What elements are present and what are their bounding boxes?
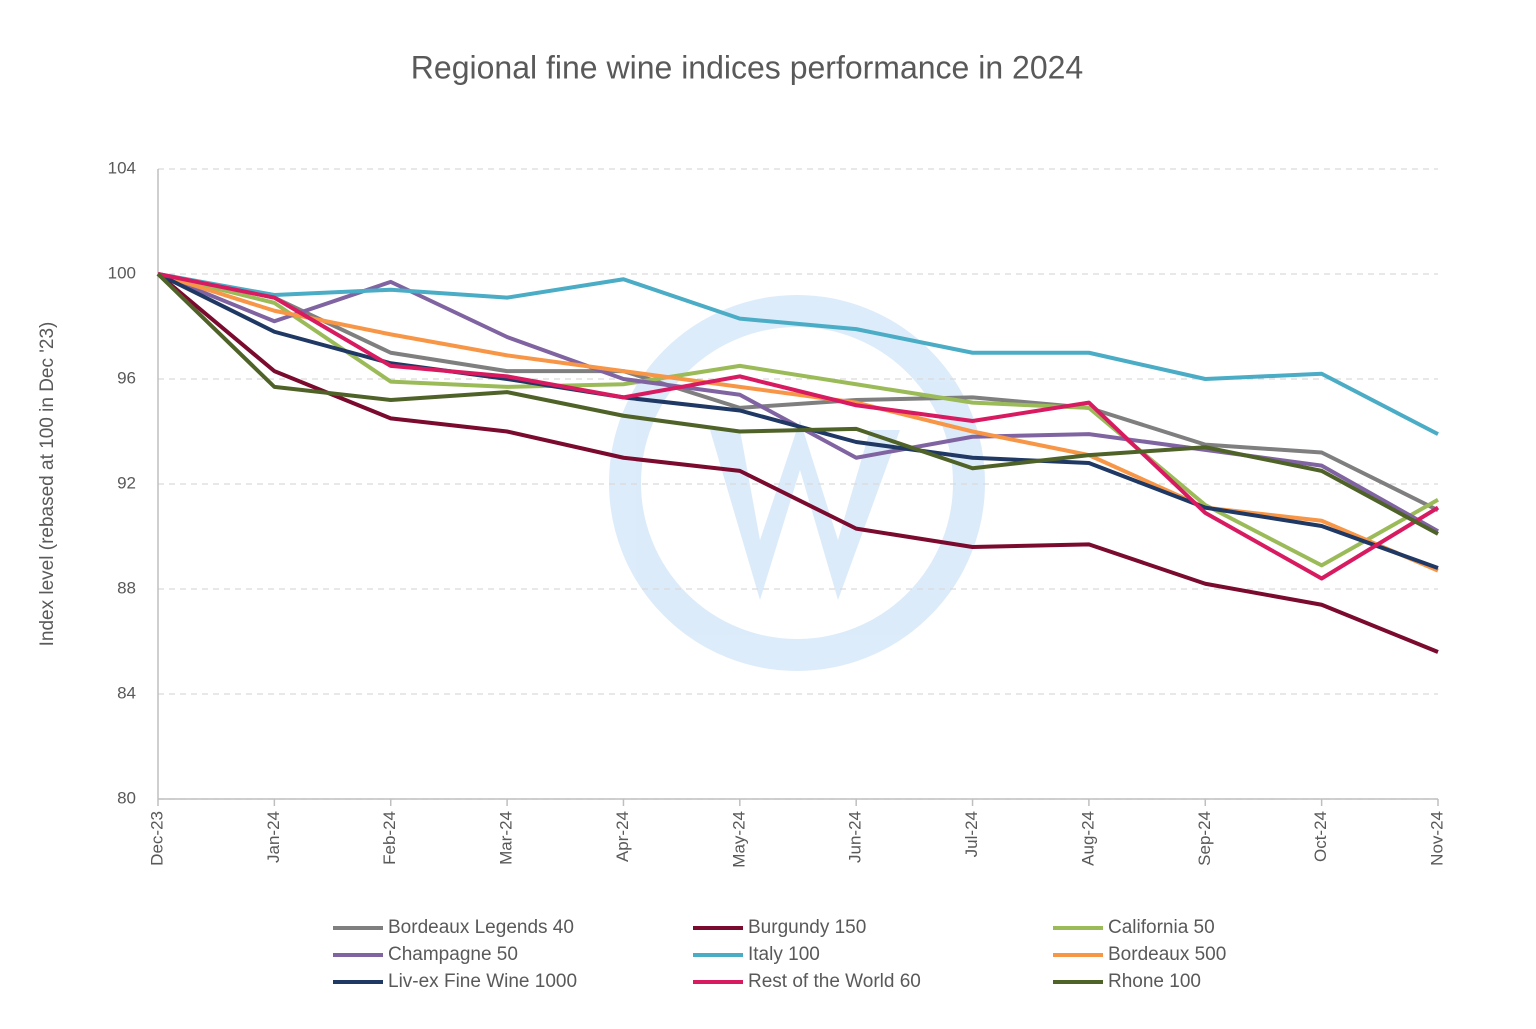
legend-label: Bordeaux 500 <box>1108 944 1226 965</box>
series-line <box>156 272 1439 654</box>
x-tick-label: Dec-23 <box>147 811 166 866</box>
legend-label: Bordeaux Legends 40 <box>388 917 574 938</box>
y-tick-label: 92 <box>117 473 136 492</box>
legend-label: Italy 100 <box>748 944 820 965</box>
legend-label: Burgundy 150 <box>748 917 866 938</box>
series-line <box>157 272 1440 581</box>
x-tick-label: Jun-24 <box>846 811 865 863</box>
y-axis-title: Index level (rebased at 100 in Dec '23) <box>37 322 58 647</box>
series-line <box>156 272 1439 536</box>
y-tick-label: 100 <box>108 263 136 282</box>
x-tick-label: Mar-24 <box>497 811 516 865</box>
x-tick-label: Apr-24 <box>613 811 632 862</box>
legend-label: Liv-ex Fine Wine 1000 <box>388 971 577 992</box>
y-tick-label: 84 <box>117 683 136 702</box>
series-line <box>157 272 1439 568</box>
series-line <box>157 272 1439 570</box>
legend-label: California 50 <box>1108 917 1215 938</box>
series-line <box>157 272 1439 513</box>
legend-label: Rest of the World 60 <box>748 971 921 992</box>
x-tick-label: May-24 <box>729 811 748 868</box>
y-tick-label: 88 <box>117 578 136 597</box>
series-line <box>157 272 1439 436</box>
x-tick-label: Feb-24 <box>380 811 399 865</box>
legend-label: Champagne 50 <box>388 944 518 965</box>
x-tick-label: Aug-24 <box>1078 811 1097 866</box>
x-tick-label: Jul-24 <box>962 811 981 857</box>
y-tick-label: 80 <box>117 788 136 807</box>
watermark <box>609 295 985 671</box>
y-tick-label: 96 <box>117 368 136 387</box>
x-tick-label: Nov-24 <box>1427 811 1446 866</box>
x-tick-label: Jan-24 <box>264 811 283 863</box>
x-tick-label: Sep-24 <box>1195 811 1214 866</box>
chart-title: Regional fine wine indices performance i… <box>411 49 1083 85</box>
x-tick-label: Oct-24 <box>1311 811 1330 862</box>
legend-label: Rhone 100 <box>1108 971 1201 992</box>
y-tick-label: 104 <box>108 158 136 177</box>
